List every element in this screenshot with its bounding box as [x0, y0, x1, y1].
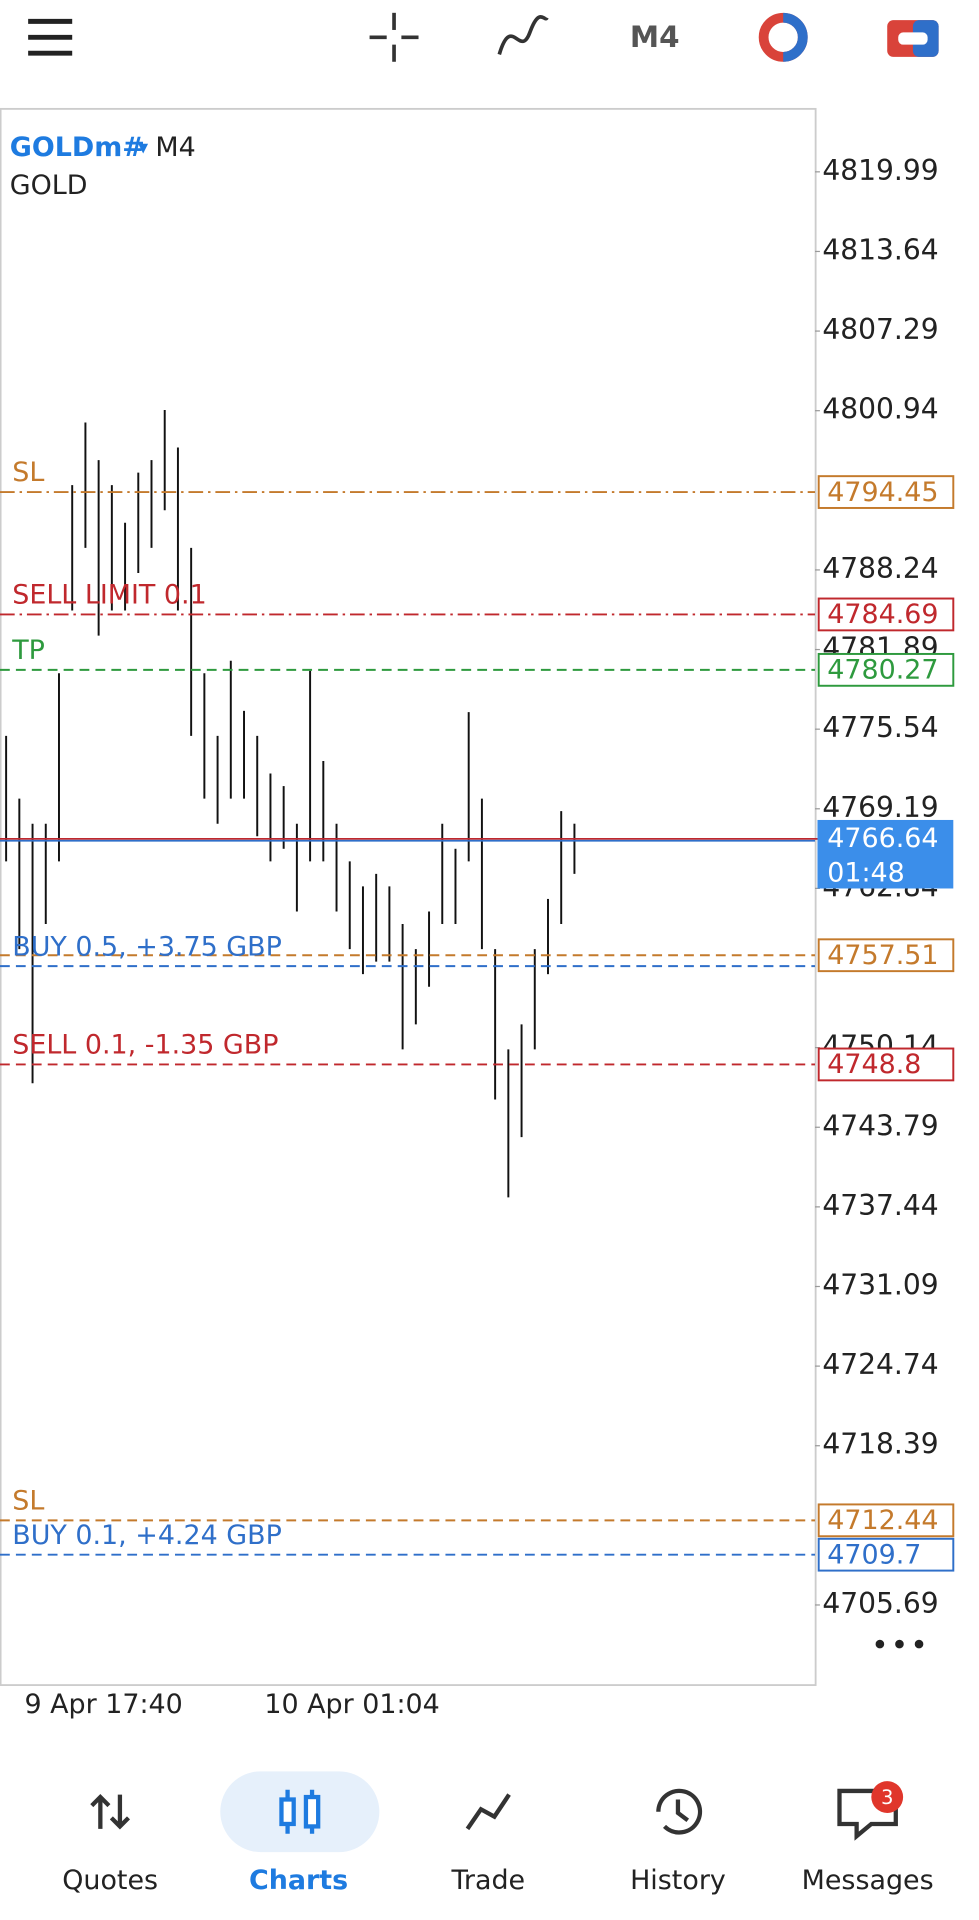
order-levels: SL SELL LIMIT 0.1 TP BUY 0.5, +3.75 GBP SELL…: [0, 457, 953, 1556]
price-label: 4743.79: [822, 1109, 938, 1142]
price-tag-label: 4712.44: [827, 1505, 938, 1536]
trade-icon: [465, 1793, 511, 1831]
crosshair-button[interactable]: [369, 12, 419, 62]
history-icon: [656, 1788, 703, 1835]
level-label: BUY 0.5, +3.75 GBP: [12, 931, 282, 962]
price-tag: [817, 938, 955, 973]
charts-icon: [279, 1789, 321, 1834]
price-label: 4807.29: [822, 313, 938, 346]
indicators-button[interactable]: [497, 14, 549, 55]
symbol-dropdown-icon[interactable]: [138, 143, 149, 154]
menu-button[interactable]: [28, 18, 73, 56]
level-label: SL: [12, 457, 44, 488]
trade-button[interactable]: [887, 20, 939, 57]
price-tag: [817, 1503, 955, 1538]
time-label: 9 Apr 17:40: [24, 1689, 182, 1720]
price-tag: [817, 1537, 955, 1572]
nav-tab[interactable]: Trade: [450, 1865, 525, 1896]
price-tag-label: 4709.7: [827, 1539, 921, 1570]
price-tag: [817, 652, 955, 687]
price-tag-label: 4757.51: [827, 940, 938, 971]
countdown: 01:48: [827, 857, 905, 888]
level-label: SL: [12, 1485, 44, 1516]
bottom-navigation: Quotes Charts Trade History Messages: [62, 1865, 933, 1896]
price-label: 4788.24: [822, 552, 938, 585]
price-label: 4775.54: [822, 711, 938, 744]
level-label: BUY 0.1, +4.24 GBP: [12, 1520, 282, 1551]
price-tag-label: 4780.27: [827, 655, 938, 686]
nav-tab[interactable]: Quotes: [62, 1865, 158, 1896]
chart-frame: [0, 107, 817, 1686]
more-button[interactable]: [875, 1639, 924, 1649]
time-label: 10 Apr 01:04: [264, 1689, 439, 1720]
chart-timeframe: M4: [155, 132, 195, 163]
price-tag: [817, 597, 955, 632]
nav-tab[interactable]: History: [630, 1865, 726, 1896]
bid-tag-label: 4766.64: [827, 823, 938, 854]
price-label: 4737.44: [822, 1189, 938, 1222]
level-label: SELL LIMIT 0.1: [12, 580, 206, 611]
active-tab-highlight: [220, 1771, 380, 1853]
price-label: 4718.39: [822, 1428, 938, 1461]
nav-tab[interactable]: Charts: [249, 1865, 348, 1896]
quotes-icon: [90, 1794, 131, 1830]
badge: [871, 1781, 904, 1813]
price-label: 4800.94: [822, 393, 938, 426]
level-label: SELL 0.1, -1.35 GBP: [12, 1030, 278, 1061]
price-tag-label: 4794.45: [827, 477, 938, 508]
symbol[interactable]: GOLDm#: [10, 132, 145, 163]
symbol-description: GOLD: [10, 170, 88, 201]
level-label: TP: [11, 635, 45, 666]
price-label: 4731.09: [822, 1268, 938, 1301]
price-label: 4819.99: [822, 154, 938, 187]
price-tag: [817, 475, 955, 509]
price-tag-label: 4748.8: [827, 1049, 921, 1080]
nav-tab[interactable]: Messages: [802, 1865, 934, 1896]
badge-count: 3: [881, 1786, 893, 1809]
bid-tag: [817, 819, 954, 889]
one-click-button[interactable]: [758, 12, 808, 62]
price-tag-label: 4784.69: [827, 599, 938, 630]
price-tag: [817, 1047, 955, 1082]
price-label: 4705.69: [822, 1587, 938, 1620]
price-label: 4813.64: [822, 233, 938, 266]
price-label: 4724.74: [822, 1348, 938, 1381]
timeframe-button[interactable]: M4: [630, 20, 680, 54]
price-label: 4769.19: [822, 791, 938, 824]
